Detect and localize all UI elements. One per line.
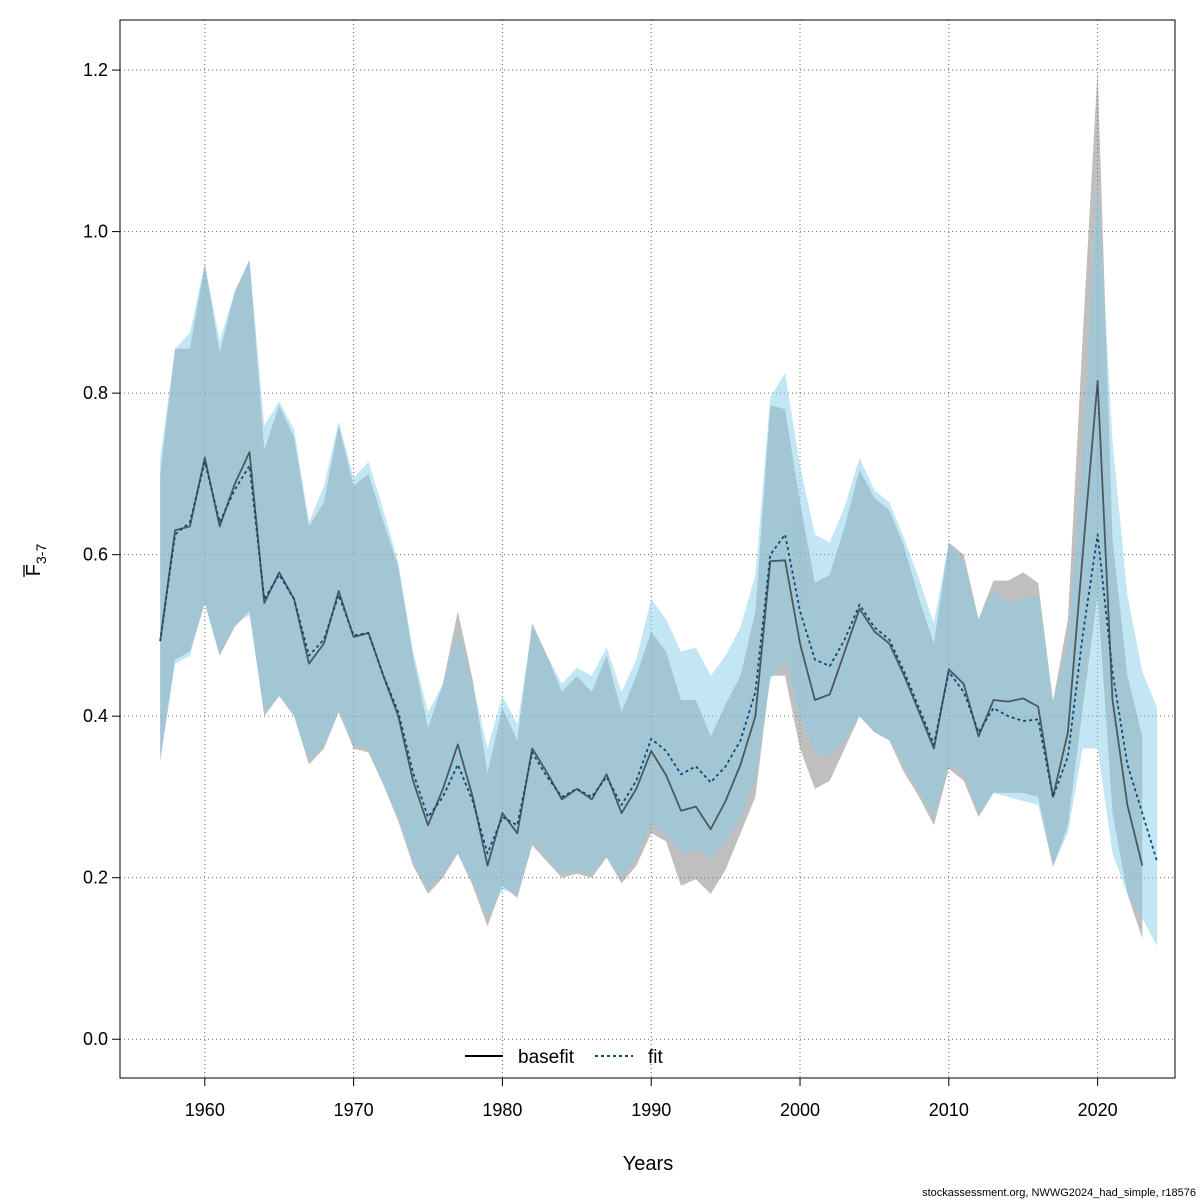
legend: basefit fit <box>465 1047 664 1068</box>
x-tick-label-2000: 2000 <box>780 1100 820 1120</box>
y-tick-label-0.6: 0.6 <box>83 545 108 565</box>
y-axis-title-main: F <box>23 564 45 576</box>
y-tick-label-0.8: 0.8 <box>83 383 108 403</box>
y-axis-title: F3-7 <box>23 544 49 577</box>
x-tick-label-2010: 2010 <box>929 1100 969 1120</box>
x-tick-label-1990: 1990 <box>631 1100 671 1120</box>
legend-basefit-label: basefit <box>518 1047 575 1068</box>
x-tick-label-1970: 1970 <box>334 1100 374 1120</box>
series-lines <box>159 380 1158 867</box>
footer-credit: stockassessment.org, NWWG2024_had_simple… <box>922 1187 1196 1199</box>
y-tick-label-1.2: 1.2 <box>83 60 108 80</box>
x-tick-label-1980: 1980 <box>482 1100 522 1120</box>
legend-fit-label: fit <box>648 1047 664 1068</box>
y-axis: 0.0 0.2 0.4 0.6 0.8 1.0 1.2 <box>83 60 121 1049</box>
x-axis-title: Years <box>623 1153 673 1175</box>
svg-text:F3-7: F3-7 <box>23 544 49 577</box>
x-tick-label-2020: 2020 <box>1078 1100 1118 1120</box>
confidence-bands <box>160 70 1158 947</box>
y-tick-label-0.2: 0.2 <box>83 868 108 888</box>
y-tick-label-0.0: 0.0 <box>83 1029 108 1049</box>
band-fit <box>160 175 1158 947</box>
line-basefit <box>159 380 1144 867</box>
y-tick-label-1.0: 1.0 <box>83 222 108 242</box>
y-axis-title-subscript: 3-7 <box>33 544 49 564</box>
x-axis: 1960 1970 1980 1990 2000 2010 2020 <box>185 1077 1118 1120</box>
line-fit <box>159 460 1158 862</box>
x-tick-label-1960: 1960 <box>185 1100 225 1120</box>
y-tick-label-0.4: 0.4 <box>83 706 108 726</box>
